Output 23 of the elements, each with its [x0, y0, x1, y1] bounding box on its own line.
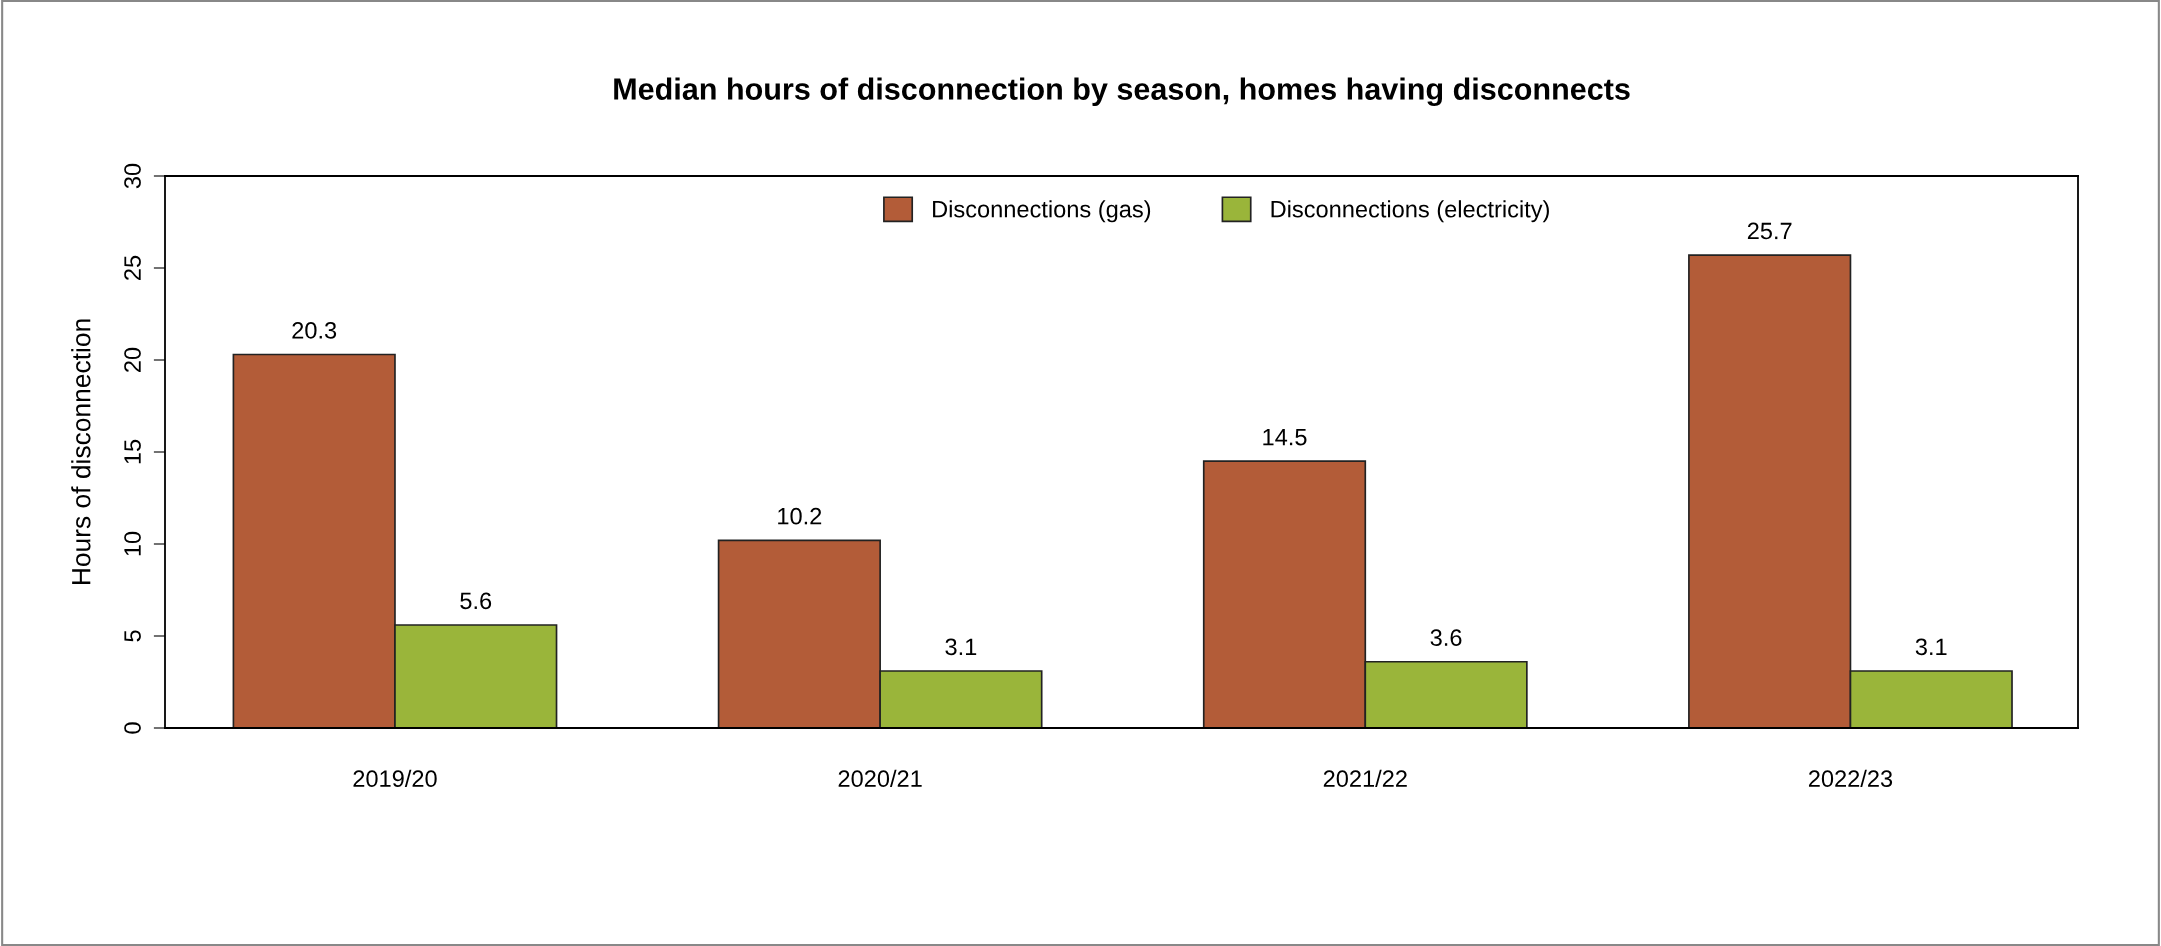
- data-label: 3.6: [1430, 629, 1462, 646]
- data-label: 20.3: [292, 321, 337, 339]
- chart-title: Median hours of disconnection by season, homes having disconnects: [614, 77, 1630, 107]
- x-tick-label: 2019/20: [353, 769, 437, 788]
- x-tick-label: 2021/22: [1323, 769, 1407, 788]
- y-tick-label: 0: [124, 722, 141, 734]
- legend-label: Disconnections (electricity): [1271, 200, 1549, 223]
- y-tick-label: 5: [124, 630, 141, 642]
- x-tick-label: 2022/23: [1808, 769, 1893, 788]
- data-label: 10.2: [778, 507, 822, 525]
- x-tick-label: 2020/21: [838, 769, 922, 788]
- y-tick-label: 15: [124, 439, 141, 464]
- y-tick-label: 30: [124, 163, 141, 189]
- y-tick-label: 20: [124, 347, 141, 372]
- data-label: 5.6: [460, 592, 492, 610]
- data-label: 3.1: [945, 638, 977, 656]
- data-label: 25.7: [1747, 222, 1792, 240]
- y-tick-label: 10: [124, 531, 141, 556]
- y-tick-label: 25: [124, 255, 141, 280]
- data-label: 3.1: [1915, 638, 1947, 656]
- y-axis-title: Hours of disconnection: [71, 319, 91, 585]
- legend-label: Disconnections (gas): [933, 200, 1151, 223]
- data-label: 14.5: [1263, 428, 1307, 446]
